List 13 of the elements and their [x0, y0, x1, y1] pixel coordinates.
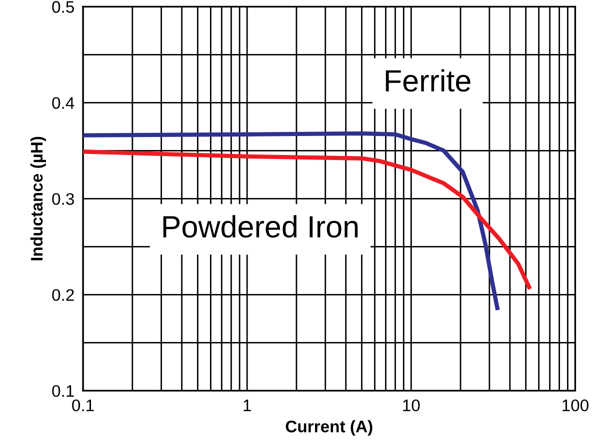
y-tick-label: 0.4	[52, 97, 74, 109]
y-tick-label: 0.2	[52, 289, 74, 301]
x-tick-label: 0.1	[72, 399, 94, 412]
annotation: Ferrite	[386, 69, 470, 92]
y-tick-label: 0.1	[52, 385, 74, 397]
x-tick-label: 100	[562, 399, 588, 412]
x-axis-title: Current (A)	[286, 420, 372, 436]
x-tick-label: 1	[244, 400, 251, 412]
y-axis-title: Inductance (µH)	[30, 136, 46, 260]
y-tick-label: 0.3	[52, 193, 74, 205]
annotation: Powdered Iron	[163, 215, 358, 238]
y-tick-label: 0.5	[52, 1, 74, 13]
x-tick-label: 10	[403, 399, 420, 412]
